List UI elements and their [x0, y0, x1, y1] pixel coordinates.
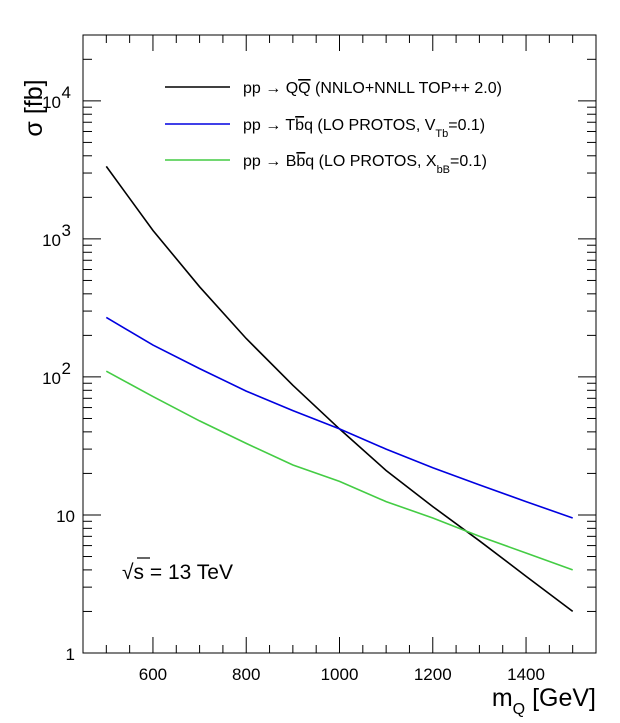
x-axis-title-main: m	[492, 684, 513, 712]
x-axis-title-subscript: Q	[513, 701, 525, 718]
x-axis-title-unit: [GeV]	[525, 684, 596, 712]
legend-text-part: =0.1)	[448, 117, 485, 134]
y-tick-label: 10	[42, 93, 61, 112]
legend: pp → QQ (NNLO+NNLL TOP++ 2.0)pp → Tbq (L…	[165, 80, 502, 176]
legend-text-part: (NNLO+NNLL TOP++ 2.0)	[311, 80, 502, 97]
x-tick-label: 1200	[414, 665, 452, 684]
energy-value: s = 13 TeV	[134, 561, 233, 584]
y-tick-exponent: 2	[62, 359, 71, 378]
legend-entry-3: pp → Bbq (LO PROTOS, XbB=0.1)	[243, 153, 487, 176]
y-axis-title: σ [fb]	[20, 79, 48, 136]
energy-annotation: √s = 13 TeV	[122, 561, 233, 584]
legend-text-part: =0.1)	[450, 153, 487, 170]
x-tick-label: 600	[139, 665, 167, 684]
y-tick-exponent: 4	[62, 83, 71, 102]
x-tick-label: 800	[232, 665, 260, 684]
y-tick-label: 10	[42, 231, 61, 250]
legend-text-part: pp → B	[243, 153, 296, 170]
y-tick-label: 1	[66, 645, 75, 664]
legend-text-part: pp → T	[243, 117, 295, 134]
sqrt-symbol: √	[122, 561, 134, 584]
y-tick-label: 10	[42, 369, 61, 388]
subscript: bB	[437, 164, 450, 176]
x-tick-label: 1400	[507, 665, 545, 684]
subscript: Tb	[435, 128, 448, 140]
y-tick-exponent: 3	[62, 221, 71, 240]
x-axis-title: mQ [GeV]	[492, 684, 596, 718]
series-line-3	[105, 370, 573, 571]
overline-symbol: b	[296, 153, 305, 170]
legend-text-part: pp → Q	[243, 80, 298, 97]
legend-entry-2: pp → Tbq (LO PROTOS, VTb=0.1)	[243, 117, 485, 140]
legend-text-part: q (LO PROTOS, X	[305, 153, 437, 170]
x-tick-label: 1000	[321, 665, 359, 684]
overline-symbol: b	[295, 117, 304, 134]
legend-text-part: q (LO PROTOS, V	[304, 117, 436, 134]
series-layer	[105, 165, 574, 613]
series-line-2	[105, 316, 573, 519]
overline-symbol: Q	[298, 80, 310, 97]
legend-entry-1: pp → QQ (NNLO+NNLL TOP++ 2.0)	[243, 80, 502, 97]
y-tick-label: 10	[56, 507, 75, 526]
